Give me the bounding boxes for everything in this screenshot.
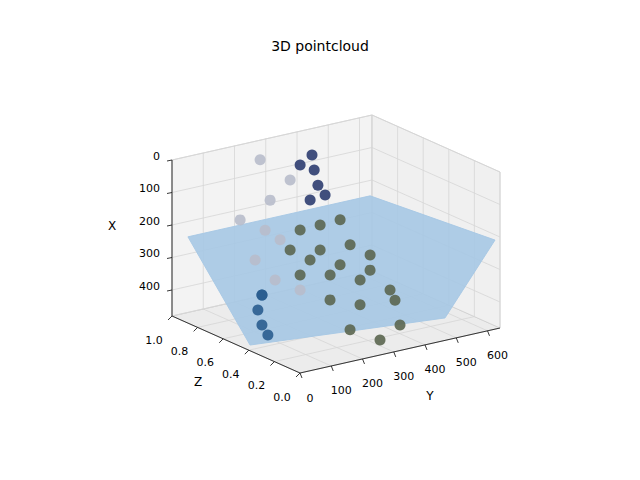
svg-text:400: 400 xyxy=(139,280,160,293)
svg-text:Y: Y xyxy=(425,389,434,403)
svg-text:300: 300 xyxy=(139,247,160,260)
svg-text:0.8: 0.8 xyxy=(171,345,189,358)
svg-text:100: 100 xyxy=(139,182,160,195)
svg-text:500: 500 xyxy=(456,356,477,369)
svg-text:0: 0 xyxy=(153,150,160,163)
svg-text:600: 600 xyxy=(487,349,508,362)
svg-text:200: 200 xyxy=(139,215,160,228)
svg-text:300: 300 xyxy=(393,370,414,383)
svg-text:0.6: 0.6 xyxy=(196,356,214,369)
svg-text:400: 400 xyxy=(425,363,446,376)
svg-text:0: 0 xyxy=(307,392,314,405)
svg-text:X: X xyxy=(108,219,116,233)
svg-text:0.0: 0.0 xyxy=(273,391,291,404)
svg-text:0.4: 0.4 xyxy=(222,368,240,381)
svg-text:Z: Z xyxy=(194,375,202,389)
svg-text:3D pointcloud: 3D pointcloud xyxy=(271,38,369,54)
svg-text:0.2: 0.2 xyxy=(248,379,266,392)
svg-text:100: 100 xyxy=(331,384,352,397)
svg-text:200: 200 xyxy=(362,377,383,390)
svg-text:1.0: 1.0 xyxy=(145,334,163,347)
